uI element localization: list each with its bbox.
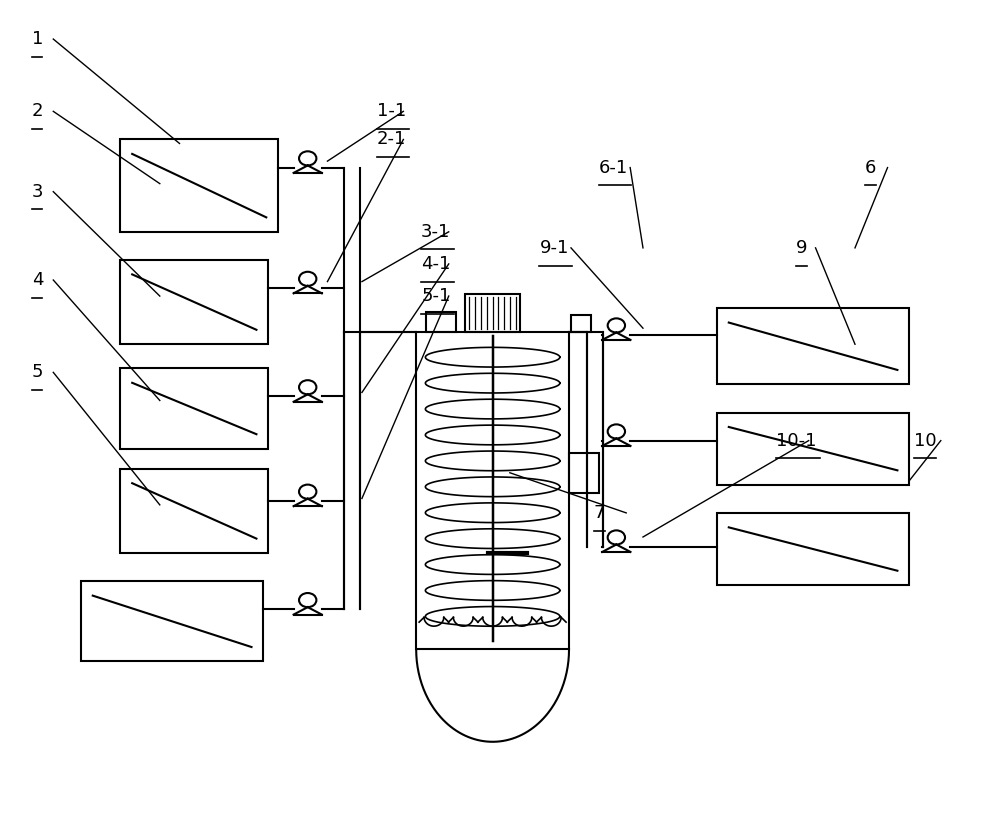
Text: 2: 2 <box>32 102 43 120</box>
Text: 9: 9 <box>796 239 807 257</box>
Text: 10: 10 <box>914 431 937 449</box>
Bar <box>717 513 909 585</box>
Text: 1: 1 <box>32 30 43 48</box>
Text: 3-1: 3-1 <box>421 223 450 241</box>
Text: 5-1: 5-1 <box>421 287 450 305</box>
Text: 6: 6 <box>865 158 876 176</box>
Text: 5: 5 <box>32 364 43 382</box>
Text: 9-1: 9-1 <box>539 239 569 257</box>
Bar <box>120 260 268 344</box>
Bar <box>569 453 599 493</box>
Bar <box>426 312 456 333</box>
Text: 1-1: 1-1 <box>377 102 406 120</box>
Bar <box>571 315 591 333</box>
Text: 4: 4 <box>32 271 43 289</box>
Bar <box>717 308 909 385</box>
Bar <box>120 368 268 449</box>
Text: 2-1: 2-1 <box>377 131 406 149</box>
Bar <box>120 469 268 553</box>
Bar <box>416 333 569 650</box>
Text: 6-1: 6-1 <box>599 158 628 176</box>
Bar <box>120 140 278 232</box>
Bar <box>717 413 909 484</box>
Text: 3: 3 <box>32 183 43 201</box>
Bar <box>465 293 520 333</box>
Text: 10-1: 10-1 <box>776 431 817 449</box>
Bar <box>81 581 263 662</box>
Text: 7: 7 <box>594 504 605 522</box>
Text: 4-1: 4-1 <box>421 255 450 273</box>
